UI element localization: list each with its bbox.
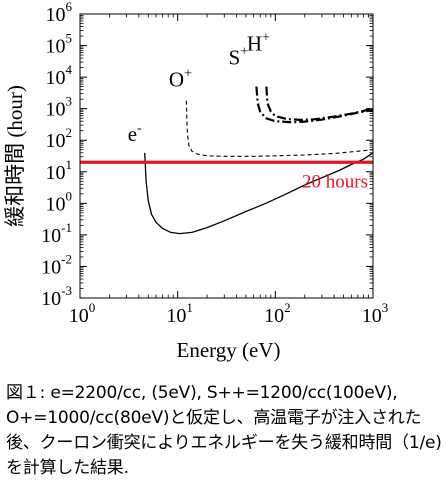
y-axis-label: 緩和時間 (hour) <box>3 85 27 227</box>
y-tick-label: 101 <box>46 157 73 184</box>
relaxation-time-chart: 20 hours 106 105 104 103 102 101 100 10-1 10-2 10… <box>3 0 388 362</box>
y-tick-label: 100 <box>46 188 73 215</box>
series-line-oplus <box>185 100 374 157</box>
series-label: S+ <box>229 45 249 70</box>
y-tick-label: 103 <box>46 94 73 121</box>
reference-line-label: 20 hours <box>302 171 368 192</box>
plot-frame <box>79 13 374 299</box>
y-tick-label: 10-2 <box>41 251 72 278</box>
x-tick-label: 101 <box>166 300 193 327</box>
reference-line-group: 20 hours <box>80 160 373 192</box>
y-tick-label: 10-3 <box>41 283 72 310</box>
series-label: O+ <box>169 67 192 92</box>
series-curves <box>144 86 374 235</box>
x-tick-label: 102 <box>264 300 291 327</box>
series-label: e- <box>128 121 142 146</box>
series-labels: e- O+ S+H+ <box>128 31 270 146</box>
figure-caption: 図１: e=2200/cc, (5eV), S++=1200/cc(100eV)… <box>6 383 442 478</box>
x-tick-label: 100 <box>69 300 96 327</box>
y-tick-label: 104 <box>46 62 73 89</box>
y-tick-label: 105 <box>46 31 73 58</box>
series-label: H+ <box>247 31 270 56</box>
y-tick-label: 10-1 <box>41 220 72 247</box>
y-tick-label: 106 <box>46 0 73 26</box>
y-tick-label: 102 <box>46 125 73 152</box>
x-axis-label: Energy (eV) <box>177 338 281 362</box>
axis-ticks <box>79 13 374 299</box>
series-line-splusplus <box>255 86 374 124</box>
series-line-eminus <box>144 152 374 235</box>
x-tick-label: 103 <box>362 300 389 327</box>
series-line-hplus <box>265 86 374 122</box>
